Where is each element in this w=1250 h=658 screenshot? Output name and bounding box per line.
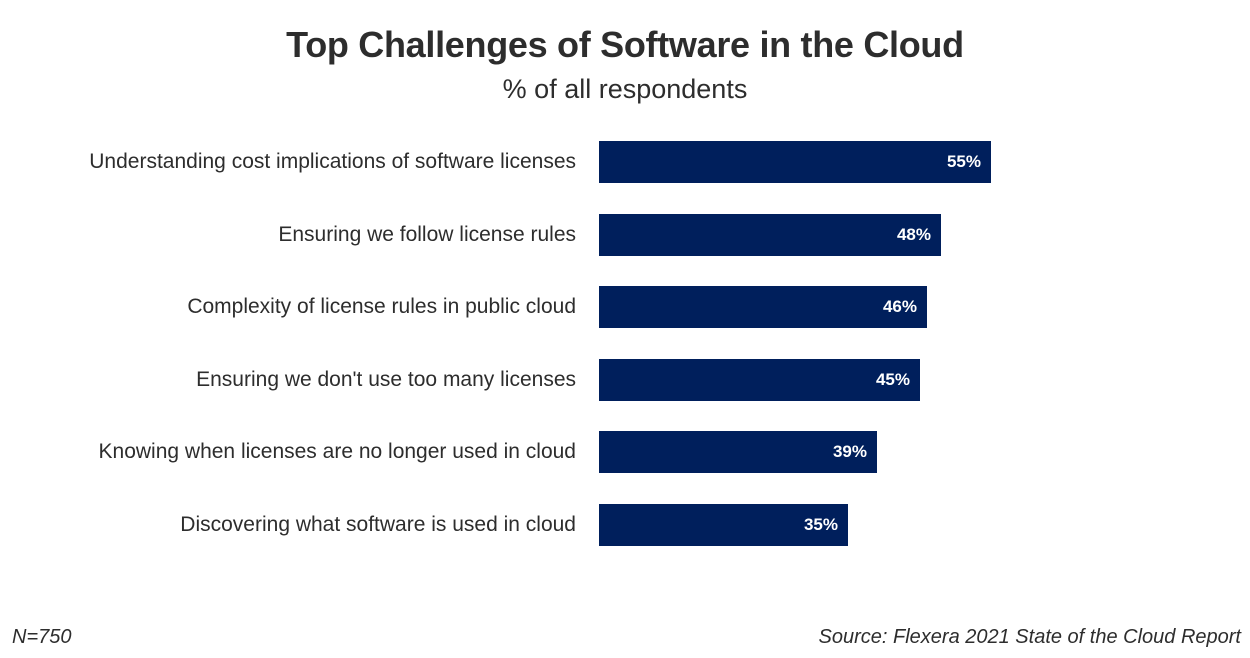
category-label: Complexity of license rules in public cl…: [187, 295, 576, 318]
category-label: Discovering what software is used in clo…: [180, 513, 576, 536]
bar: [599, 214, 941, 256]
value-label: 39%: [832, 442, 867, 461]
category-label: Ensuring we follow license rules: [278, 223, 576, 246]
value-label: 48%: [896, 225, 931, 244]
value-label: 45%: [875, 370, 910, 389]
category-label: Knowing when licenses are no longer used…: [98, 440, 576, 463]
chart-subtitle: % of all respondents: [502, 74, 748, 104]
bar: [599, 504, 848, 546]
value-label: 55%: [946, 152, 981, 171]
value-label: 35%: [803, 515, 838, 534]
category-label: Understanding cost implications of softw…: [89, 150, 576, 173]
value-label: 46%: [882, 297, 917, 316]
chart-title: Top Challenges of Software in the Cloud: [286, 24, 964, 65]
bar: [599, 431, 877, 473]
category-label: Ensuring we don't use too many licenses: [196, 368, 576, 391]
bar: [599, 359, 920, 401]
source-note: Source: Flexera 2021 State of the Cloud …: [818, 626, 1241, 648]
bar: [599, 286, 927, 328]
bar: [599, 141, 991, 183]
sample-size-note: N=750: [12, 626, 72, 648]
